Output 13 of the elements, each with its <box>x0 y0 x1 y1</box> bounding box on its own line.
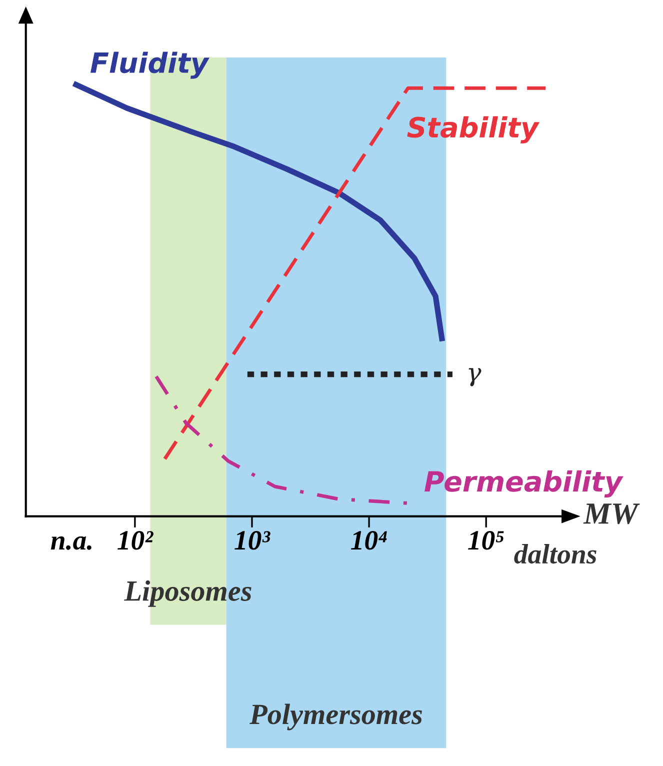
text: daltons <box>514 544 596 564</box>
x-tick-label: 10⁵ <box>468 530 504 550</box>
x-tick-label: 10² <box>118 530 154 550</box>
x-tick-label: 10³ <box>234 530 270 550</box>
x-tick-label: n.a. <box>50 536 92 550</box>
series-label: γ <box>468 368 482 386</box>
series-label: Stability <box>407 116 540 144</box>
series-label: Fluidity <box>90 52 210 79</box>
band-label: Liposomes <box>124 580 252 607</box>
x-tick-label: 10⁴ <box>350 530 387 550</box>
x-axis-title: MW <box>583 504 640 524</box>
band-label: Polymersomes <box>250 704 422 730</box>
series-label: Permeability <box>424 470 624 498</box>
